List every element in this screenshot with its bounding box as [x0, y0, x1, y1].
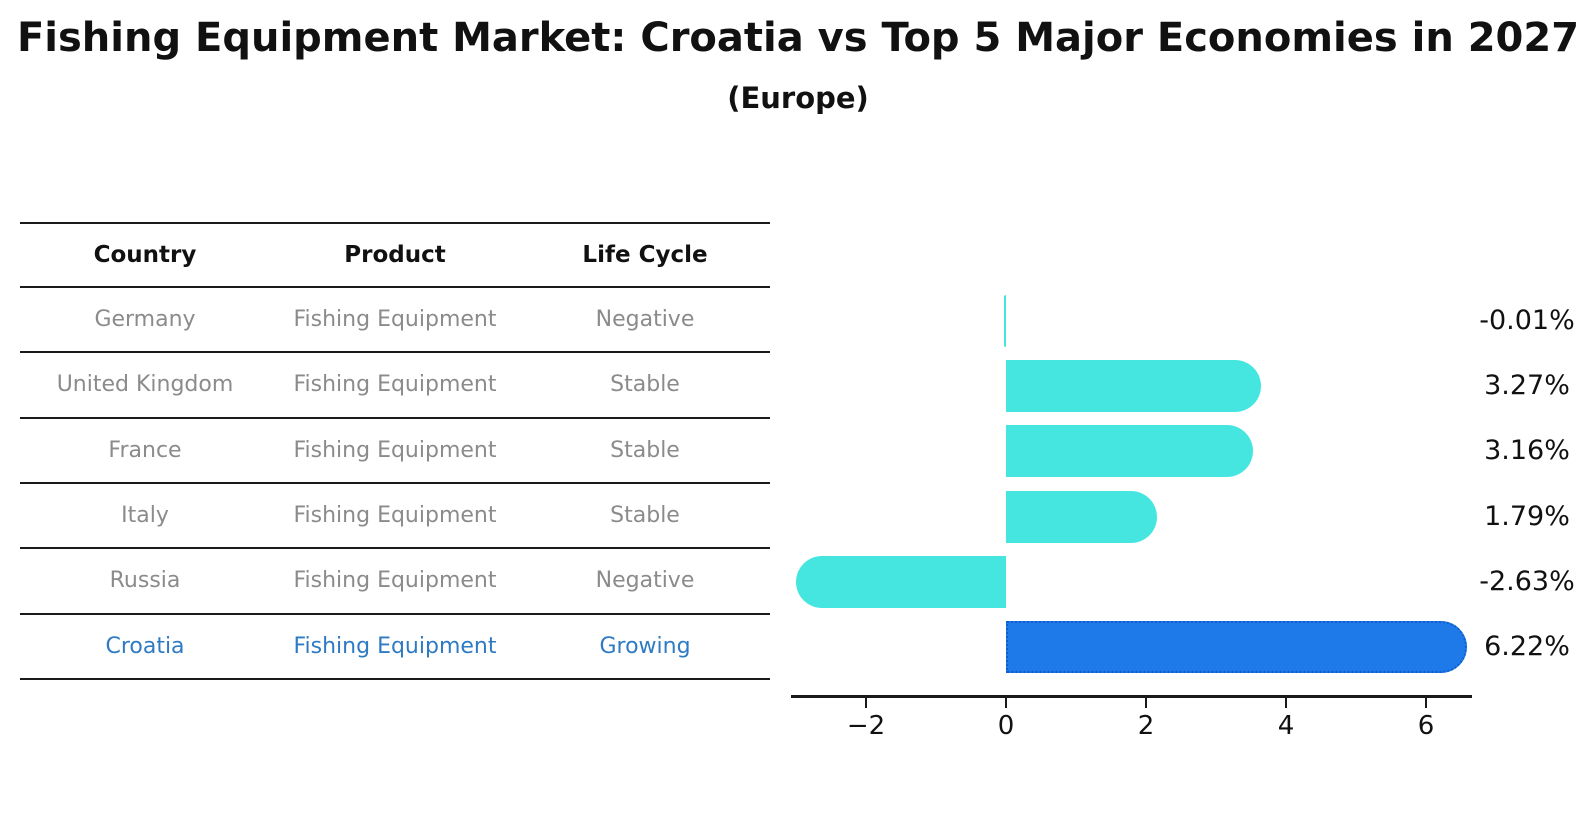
lifecycle-cell: Stable [610, 437, 680, 463]
x-tick-label: 2 [1137, 711, 1155, 741]
product-cell: Fishing Equipment [293, 307, 497, 333]
x-tick-mark [864, 698, 868, 708]
bar-united-kingdom [1006, 360, 1261, 413]
product-cell: Fishing Equipment [293, 568, 497, 594]
table-row-italy: Italy Fishing Equipment Stable [20, 484, 770, 550]
x-tick-label: 6 [1417, 711, 1435, 741]
x-axis-line [791, 695, 1473, 698]
lifecycle-cell: Stable [610, 503, 680, 529]
product-cell: Fishing Equipment [293, 437, 497, 463]
x-tick-mark [1424, 698, 1428, 708]
country-cell: Germany [94, 307, 196, 333]
country-cell: United Kingdom [56, 372, 234, 398]
product-cell: Fishing Equipment [293, 503, 497, 529]
x-tick-label: 4 [1277, 711, 1295, 741]
x-tick-mark [1144, 698, 1148, 708]
table-row-france: France Fishing Equipment Stable [20, 419, 770, 484]
product-cell: Fishing Equipment [293, 633, 497, 659]
country-data-table: Country Product Life Cycle Germany Fishin… [20, 222, 770, 680]
table-row-croatia: Croatia Fishing Equipment Growing [20, 615, 770, 680]
bar-france [1006, 425, 1254, 478]
country-cell: France [108, 437, 182, 463]
lifecycle-cell: Negative [595, 568, 695, 594]
bar-italy [1006, 490, 1158, 543]
value-label-italy: 1.79% [1484, 500, 1570, 532]
table-body: Germany Fishing Equipment Negative United K… [20, 288, 770, 680]
column-header-lifecycle: Life Cycle [582, 242, 708, 268]
lifecycle-cell: Stable [610, 372, 680, 398]
value-label-united-kingdom: 3.27% [1484, 370, 1570, 402]
product-cell: Fishing Equipment [293, 372, 497, 398]
value-label-germany: -0.01% [1479, 304, 1575, 336]
country-cell: Italy [121, 503, 169, 529]
value-label-croatia: 6.22% [1484, 631, 1570, 663]
country-cell: Russia [109, 568, 181, 594]
table-row-russia: Russia Fishing Equipment Negative [20, 549, 770, 615]
x-tick-mark [1004, 698, 1008, 708]
value-label-russia: -2.63% [1479, 566, 1575, 598]
table-row-united-kingdom: United Kingdom Fishing Equipment Stable [20, 353, 770, 419]
chart-subtitle: (Europe) [727, 81, 869, 115]
bar-russia [795, 556, 1006, 609]
lifecycle-cell: Negative [595, 307, 695, 333]
x-tick-label: −2 [846, 711, 886, 741]
value-label-france: 3.16% [1484, 435, 1570, 467]
table-header-row: Country Product Life Cycle [20, 222, 770, 288]
bar-croatia [1006, 621, 1468, 674]
column-header-product: Product [344, 242, 446, 268]
table-row-germany: Germany Fishing Equipment Negative [20, 288, 770, 354]
x-tick-label: 0 [997, 711, 1015, 741]
x-tick-mark [1284, 698, 1288, 708]
column-header-country: Country [93, 242, 197, 268]
lifecycle-cell: Growing [599, 633, 691, 659]
country-cell: Croatia [105, 633, 185, 659]
chart-title: Fishing Equipment Market: Croatia vs Top… [16, 15, 1580, 61]
bar-germany [1004, 294, 1006, 347]
